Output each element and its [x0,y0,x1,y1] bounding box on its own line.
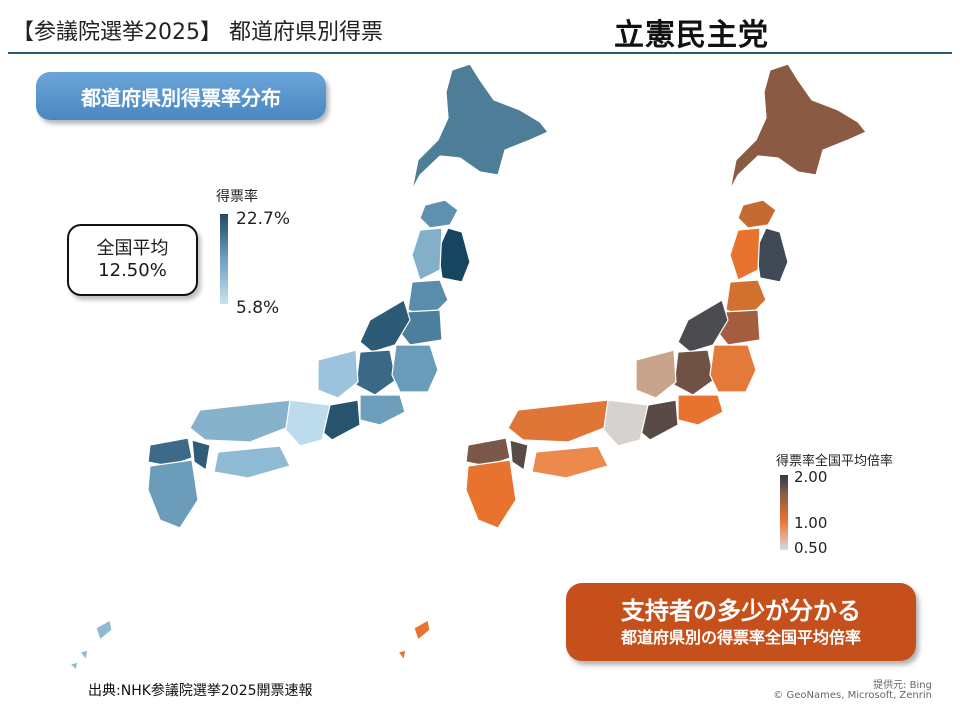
vote-share-legend-min: 5.8% [236,298,280,318]
right-akita [729,227,761,281]
left-nagano [355,349,397,396]
ratio-legend-title: 得票率全国平均倍率 [776,454,894,469]
right-hokuriku [635,349,677,399]
supporter-callout-main: 支持者の多少が分かる [621,597,861,625]
left-miyagi-yamagata [407,279,449,319]
map-credit-copyright: © GeoNames, Microsoft, Zenrin [773,690,932,701]
national-average-label: 全国平均 [96,238,169,259]
source-note: 出典:NHK参議院選挙2025開票速報 [88,683,313,699]
right-okinawa [397,619,431,661]
left-map-vote-share [69,63,549,671]
right-niigata [677,299,729,353]
supporter-callout: 支持者の多少が分かる 都道府県別の得票率全国平均倍率 [566,583,916,661]
right-kyushu-south [465,459,517,529]
left-oita [191,439,211,471]
left-akita [411,227,443,281]
left-kanto [391,344,439,393]
left-hokuriku [317,349,359,399]
right-chugoku [507,399,609,443]
vote-share-legend-max: 22.7% [236,209,291,229]
right-hokkaido [729,63,867,191]
national-average-box: 全国平均 12.50% [67,224,198,296]
right-nagano [673,349,715,396]
left-shikoku [213,445,291,479]
right-aomori [737,199,777,229]
ratio-legend-gradient [780,475,788,550]
left-chugoku [189,399,291,443]
page-title: 【参議院選挙2025】 都道府県別得票 [12,20,383,45]
left-niigata [359,299,411,353]
header-divider [8,52,952,54]
left-aomori [419,199,459,229]
party-name: 立憲民主党 [614,18,769,53]
right-map-ratio [397,63,867,661]
left-kyushu-south [147,459,199,529]
right-kanto [709,344,757,393]
left-shizuoka [359,394,406,426]
right-miyagi-yamagata [725,279,767,319]
ratio-legend-max: 2.00 [794,468,828,486]
vote-share-legend-title: 得票率 [216,189,258,205]
map-credit-provider: 提供元: Bing [873,680,932,691]
vote-share-legend-gradient [220,214,228,304]
right-shizuoka [677,394,724,426]
right-oita [509,439,529,471]
left-okinawa [69,619,113,671]
left-iwate [437,227,471,283]
right-iwate [755,227,789,283]
national-average-value: 12.50% [98,260,167,281]
vote-share-distribution-label: 都道府県別得票率分布 [36,72,326,120]
ratio-legend-mid: 1.00 [794,514,828,532]
left-hokkaido [411,63,549,191]
left-kinki [283,399,331,447]
right-shikoku [531,445,609,479]
ratio-legend-min: 0.50 [794,539,828,557]
right-kinki [601,399,649,447]
supporter-callout-sub: 都道府県別の得票率全国平均倍率 [620,628,861,647]
